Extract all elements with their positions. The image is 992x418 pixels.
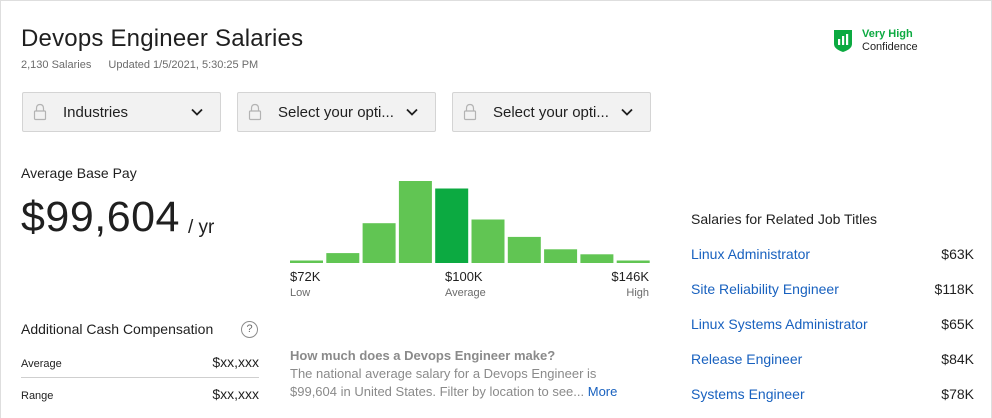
related-job-salary: $65K [941,316,974,332]
dropdown-label: Industries [63,103,129,121]
faq-answer-block: The national average salary for a Devops… [290,365,640,401]
confidence-level: Very High [862,28,913,40]
related-job-link[interactable]: Systems Engineer [691,386,805,402]
industries-dropdown[interactable]: Industries [22,92,221,132]
salary-count: 2,130 Salaries [21,59,92,71]
faq-question: How much does a Devops Engineer make? [290,348,556,363]
dropdown-label: Select your opti... [278,103,394,121]
histogram-bar [580,254,614,263]
help-icon[interactable]: ? [241,321,258,338]
cash-compensation-label: Additional Cash Compensation [21,321,214,337]
salary-meta: 2,130 Salaries Updated 1/5/2021, 5:30:25… [21,59,258,71]
option-dropdown-2[interactable]: Select your opti... [452,92,651,132]
tick-high-label: High [626,287,649,299]
average-pay-label: Average Base Pay [21,165,137,181]
histogram-bar [616,260,650,263]
cash-row-label: Range [21,390,54,402]
cash-row-value: $xx,xxx [212,354,259,370]
pay-unit: / yr [188,217,215,238]
cash-row-value: $xx,xxx [212,386,259,402]
related-job-link[interactable]: Linux Administrator [691,246,811,262]
related-job-row: Linux Administrator $63K [691,246,974,262]
tick-low-label: Low [290,287,311,299]
average-pay-amount: $99,604 [21,193,180,241]
confidence-word: Confidence [862,41,918,53]
histogram-bar [507,236,541,263]
tick-high-value: $146K [611,269,649,284]
chevron-down-icon [191,108,203,116]
histogram-bar [326,253,360,263]
histogram-bar [544,249,578,263]
salary-histogram [290,181,650,263]
tick-average-value: $100K [445,269,483,284]
shield-chart-icon [834,30,852,52]
histogram-bar [362,223,396,263]
option-dropdown-1[interactable]: Select your opti... [237,92,436,132]
histogram-bar [471,219,505,263]
related-job-salary: $78K [941,386,974,402]
tick-low-value: $72K [290,269,321,284]
chevron-down-icon [621,108,633,116]
related-jobs-title: Salaries for Related Job Titles [691,211,877,227]
cash-row-label: Average [21,358,62,370]
histogram-bar [290,260,323,263]
cash-row-average: Average $xx,xxx [21,354,259,370]
chevron-down-icon [406,108,418,116]
related-job-row: Site Reliability Engineer $118K [691,281,974,297]
related-job-salary: $63K [941,246,974,262]
lock-icon [248,103,262,121]
faq-answer: The national average salary for a Devops… [290,366,597,399]
dropdown-label: Select your opti... [493,103,609,121]
updated-timestamp: Updated 1/5/2021, 5:30:25 PM [108,59,259,71]
related-job-row: Release Engineer $84K [691,351,974,367]
cash-divider [21,377,259,378]
related-job-row: Systems Engineer $78K [691,386,974,402]
related-job-link[interactable]: Linux Systems Administrator [691,316,868,332]
related-job-salary: $118K [934,281,974,297]
lock-icon [463,103,477,121]
related-job-link[interactable]: Release Engineer [691,351,803,367]
more-link[interactable]: More [587,384,618,399]
histogram-bar [398,181,432,263]
page-title: Devops Engineer Salaries [21,25,304,52]
cash-row-range: Range $xx,xxx [21,386,259,402]
confidence-badge: Very High Confidence [833,28,918,54]
related-job-row: Linux Systems Administrator $65K [691,316,974,332]
tick-average-label: Average [445,287,486,299]
related-job-link[interactable]: Site Reliability Engineer [691,281,839,297]
lock-icon [33,103,47,121]
histogram-bar [435,188,469,263]
related-job-salary: $84K [941,351,974,367]
